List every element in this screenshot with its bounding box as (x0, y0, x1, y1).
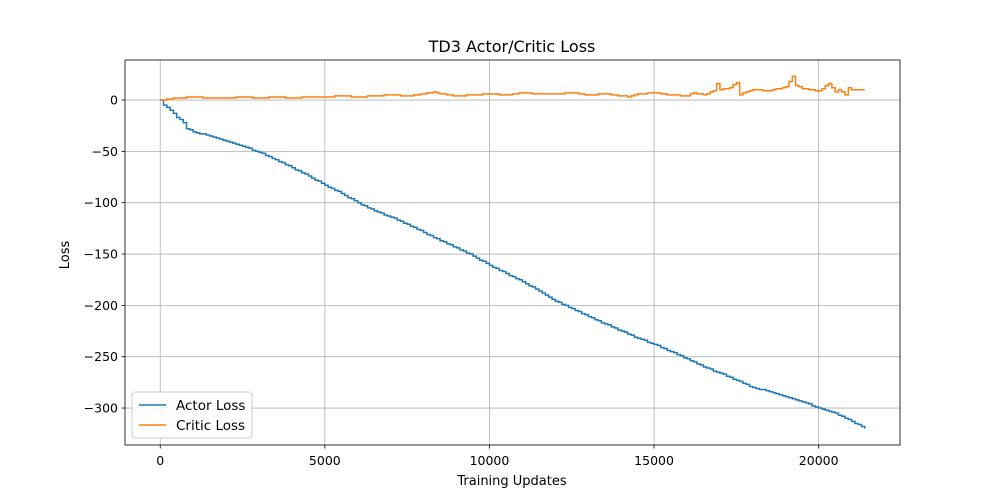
x-axis-label: Training Updates (456, 474, 567, 489)
chart-title: TD3 Actor/Critic Loss (428, 37, 596, 56)
y-tick-label-1: −50 (92, 144, 118, 159)
y-tick-label-3: −150 (84, 247, 118, 262)
series-line-actor-loss (160, 99, 866, 429)
axes-frame (124, 59, 901, 446)
x-tick-label-2: 10000 (470, 453, 510, 468)
legend: Actor Loss Critic Loss (131, 391, 253, 439)
y-tick-label-5: −250 (84, 349, 118, 364)
x-tick-label-1: 5000 (309, 453, 341, 468)
x-tick-label-4: 20000 (799, 453, 839, 468)
legend-label-critic-loss: Critic Loss (176, 418, 245, 434)
plot-area: 0 5000 10000 15000 20000 0 −50 −100 −150 −200 −250… (84, 59, 901, 468)
series-line-critic-loss (160, 75, 865, 101)
y-tick-label-2: −100 (84, 195, 118, 210)
legend-box (131, 391, 253, 439)
y-tick-label-4: −200 (84, 298, 118, 313)
y-axis-label: Loss (58, 241, 73, 270)
legend-label-actor-loss: Actor Loss (176, 398, 245, 414)
x-tick-label-3: 15000 (634, 453, 674, 468)
y-tick-label-6: −300 (84, 401, 118, 416)
x-tick-label-0: 0 (156, 453, 164, 468)
y-tick-label-0: 0 (110, 93, 118, 108)
